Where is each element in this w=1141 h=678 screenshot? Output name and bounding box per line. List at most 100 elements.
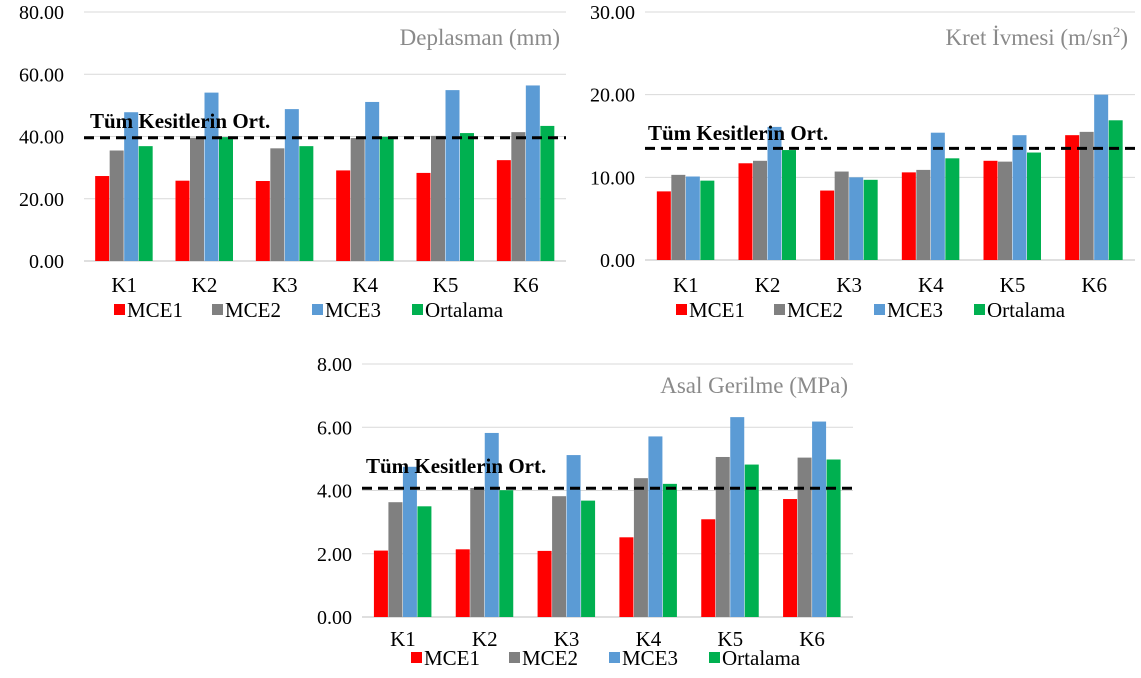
x-tick-label: K6 (799, 627, 825, 651)
bar-mce1-k1 (95, 176, 110, 261)
bar-ortalama-k5 (460, 133, 474, 261)
bar-mce3-k5 (1012, 135, 1027, 260)
x-tick-label: K5 (1000, 273, 1026, 297)
bar-mce2-k1 (388, 502, 403, 617)
bar-mce2-k4 (350, 138, 365, 261)
legend-label-ortalama: Ortalama (987, 298, 1066, 322)
bar-mce1-k5 (701, 519, 716, 617)
x-tick-label: K5 (433, 273, 459, 297)
legend-label-mce2: MCE2 (787, 298, 843, 322)
bar-mce3-k5 (445, 90, 460, 261)
average-line-label: Tüm Kesitlerin Ort. (90, 109, 270, 133)
bar-mce2-k3 (834, 171, 849, 260)
legend-swatch-mce2 (774, 304, 785, 315)
bar-mce2-k3 (552, 496, 567, 617)
y-tick-label: 2.00 (317, 544, 352, 566)
bar-mce1-k1 (373, 550, 388, 617)
legend-label-mce1: MCE1 (127, 298, 183, 322)
bar-ortalama-k1 (138, 146, 153, 261)
bar-mce1-k5 (983, 160, 998, 260)
bar-ortalama-k2 (782, 150, 796, 260)
bar-mce1-k2 (175, 180, 190, 261)
bar-mce3-k3 (284, 109, 299, 261)
y-tick-label: 6.00 (317, 417, 352, 439)
bar-mce2-k2 (190, 137, 204, 261)
legend: MCE1 MCE2 MCE3 Ortalama (676, 298, 1066, 322)
bar-mce2-k6 (797, 457, 812, 617)
y-tick-label: 0.00 (29, 251, 64, 273)
bar-mce2-k4 (916, 169, 931, 260)
x-tick-label: K3 (272, 273, 298, 297)
y-tick-label: 60.00 (19, 64, 64, 86)
x-tick-label: K1 (390, 627, 416, 651)
bar-ortalama-k5 (744, 464, 759, 617)
legend-label-mce3: MCE3 (325, 298, 381, 322)
bar-mce1-k6 (1065, 135, 1080, 260)
x-tick-label: K4 (918, 273, 944, 297)
legend-swatch-ortalama (974, 304, 985, 315)
bar-ortalama-k1 (417, 506, 432, 617)
y-tick-label: 8.00 (317, 354, 352, 376)
x-tick-label: K1 (673, 273, 699, 297)
x-tick-label: K3 (836, 273, 862, 297)
bar-mce3-k4 (648, 436, 663, 617)
legend: MCE1 MCE2 MCE3 Ortalama (114, 298, 504, 322)
bar-mce1-k4 (336, 170, 351, 261)
legend-swatch-ortalama (412, 304, 423, 315)
x-tick-label: K2 (192, 273, 218, 297)
legend-label-mce1: MCE1 (424, 646, 480, 670)
bar-ortalama-k6 (826, 459, 841, 617)
y-tick-label: 40.00 (19, 127, 64, 149)
y-tick-label: 20.00 (19, 189, 64, 211)
bar-ortalama-k5 (1027, 152, 1041, 260)
legend-label-mce1: MCE1 (689, 298, 745, 322)
bar-mce3-k3 (849, 177, 864, 260)
bar-mce2-k2 (470, 487, 485, 617)
x-tick-label: K2 (472, 627, 498, 651)
y-tick-label: 0.00 (600, 250, 635, 272)
bar-ortalama-k6 (1108, 120, 1123, 260)
bar-mce1-k3 (255, 181, 270, 261)
legend-label-mce3: MCE3 (622, 646, 678, 670)
bar-mce3-k1 (685, 176, 700, 260)
y-tick-label: 4.00 (317, 481, 352, 503)
bar-mce2-k2 (753, 160, 767, 260)
y-tick-label: 80.00 (19, 2, 64, 24)
legend-swatch-mce1 (676, 304, 687, 315)
y-tick-label: 20.00 (590, 85, 635, 107)
x-tick-label: K4 (636, 627, 662, 651)
bar-mce3-k2 (204, 92, 219, 262)
bar-mce2-k6 (1079, 131, 1094, 260)
bar-ortalama-k6 (540, 125, 555, 261)
x-tick-label: K6 (513, 273, 539, 297)
chart-title: Asal Gerilme (MPa) (660, 373, 848, 398)
chart-deplasman: 0.00 20.00 40.00 60.00 80.00 K1 K2 K3 K4 K5 K6 Tüm … (19, 2, 566, 322)
bar-mce1-k5 (416, 172, 431, 261)
bar-mce1-k2 (738, 163, 753, 260)
legend-label-ortalama: Ortalama (722, 646, 801, 670)
chart-asal: 0.00 2.00 4.00 6.00 8.00 K1 K2 K3 K4 K5 K6 Tüm Kesi… (317, 354, 853, 670)
chart-title: Kret İvmesi (m/sn2) (945, 25, 1128, 50)
bar-mce1-k1 (656, 191, 671, 260)
bar-mce1-k4 (619, 537, 634, 617)
bar-ortalama-k3 (299, 146, 314, 261)
bar-mce1-k4 (901, 172, 916, 260)
bar-mce2-k1 (109, 150, 124, 261)
legend-swatch-mce2 (212, 304, 223, 315)
average-line-label: Tüm Kesitlerin Ort. (366, 454, 546, 478)
bar-mce1-k3 (537, 550, 552, 617)
legend-label-ortalama: Ortalama (425, 298, 504, 322)
x-tick-label: K1 (111, 273, 137, 297)
legend: MCE1 MCE2 MCE3 Ortalama (411, 646, 801, 670)
bar-mce2-k5 (998, 161, 1012, 260)
legend-label-mce2: MCE2 (225, 298, 281, 322)
bar-mce3-k4 (365, 101, 380, 261)
bar-mce3-k6 (812, 421, 827, 617)
legend-swatch-mce1 (411, 652, 422, 663)
legend-label-mce3: MCE3 (887, 298, 943, 322)
bar-mce3-k5 (730, 417, 745, 617)
legend-swatch-mce3 (874, 304, 885, 315)
legend-swatch-mce1 (114, 304, 125, 315)
bar-ortalama-k2 (499, 490, 514, 617)
